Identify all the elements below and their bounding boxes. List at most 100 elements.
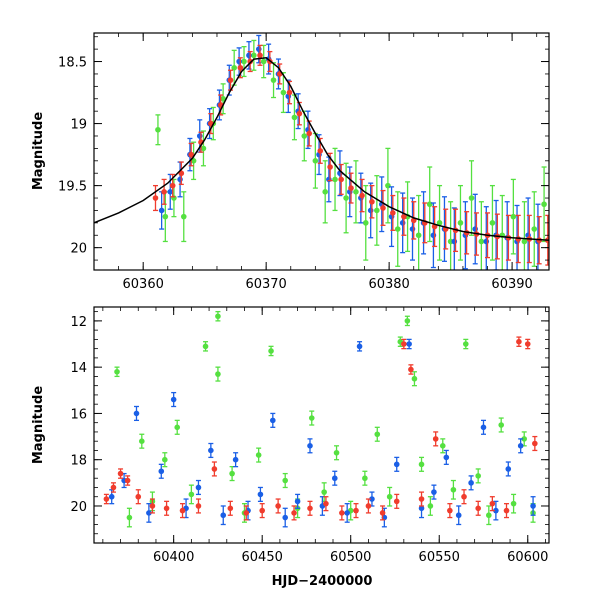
top-red-point: [296, 110, 303, 117]
bottom-red-point: [532, 440, 538, 447]
top-y-tick-label: 19: [70, 118, 87, 133]
bottom-green-point: [510, 500, 517, 507]
bottom-red-point: [124, 477, 131, 484]
x-axis-label: HJD−2400000: [272, 574, 373, 589]
top-red-point: [401, 213, 407, 220]
bottom-red-point: [179, 507, 186, 514]
top-green-point: [415, 232, 422, 239]
top-green-point: [521, 238, 528, 245]
bottom-blue-point: [170, 396, 177, 403]
bottom-red-point: [475, 505, 481, 512]
top-red-point: [369, 198, 375, 205]
bottom-red-point: [516, 338, 522, 345]
bottom-red-point: [379, 510, 386, 516]
top-blue-point: [158, 207, 165, 214]
top-green-point: [312, 158, 319, 164]
bottom-blue-point: [294, 498, 301, 505]
top-green-point: [394, 226, 401, 232]
bottom-blue-point: [208, 447, 214, 454]
top-blue-point: [451, 238, 458, 245]
bottom-green-point: [188, 491, 195, 498]
top-red-point: [237, 64, 244, 71]
bottom-blue-point: [530, 503, 536, 509]
top-blue-point: [483, 238, 490, 245]
top-green-point: [374, 207, 380, 214]
top-green-point: [541, 201, 547, 208]
bottom-panel-data-layer: [103, 310, 538, 528]
bottom-green-point: [126, 514, 133, 521]
bottom-red-point: [103, 496, 110, 502]
bottom-red-point: [259, 507, 265, 514]
bottom-red-point: [149, 503, 156, 509]
bottom-green-point: [215, 371, 221, 377]
bottom-blue-point: [393, 461, 400, 468]
top-blue-point: [246, 52, 252, 59]
bottom-blue-point: [232, 456, 239, 463]
bottom-green-point: [333, 449, 340, 456]
top-blue-point: [177, 176, 183, 183]
bottom-red-point: [447, 507, 453, 514]
top-green-point: [301, 133, 308, 139]
bottom-red-point: [401, 341, 407, 347]
bottom-green-point: [411, 375, 418, 382]
bottom-y-tick-label: 14: [70, 361, 87, 376]
bottom-red-point: [195, 503, 202, 509]
top-green-point: [362, 220, 369, 226]
bottom-red-point: [135, 493, 142, 500]
top-green-point: [220, 95, 226, 102]
top-green-point: [291, 114, 298, 121]
top-red-point: [338, 176, 344, 183]
top-green-point: [385, 182, 391, 189]
bottom-blue-point: [517, 443, 524, 449]
top-blue-point: [326, 176, 332, 183]
top-green-point: [426, 201, 433, 208]
top-red-point: [317, 148, 324, 154]
bottom-green-point: [362, 475, 368, 482]
top-panel-data-layer: [94, 34, 549, 270]
bottom-green-point: [114, 368, 120, 375]
bottom-green-point: [427, 503, 434, 509]
top-x-tick-label: 60360: [123, 277, 164, 292]
bottom-blue-point: [431, 489, 437, 495]
top-green-point: [531, 226, 538, 232]
bottom-red-point: [365, 503, 372, 509]
bottom-blue-point: [146, 510, 152, 516]
bottom-blue-point: [133, 410, 140, 417]
top-blue-point: [167, 189, 174, 195]
bottom-panel-ticks: 60400 60450 60500 60550 60600 12 14 16 18 20: [70, 307, 549, 565]
bottom-red-point: [227, 505, 234, 512]
bottom-red-point: [307, 505, 313, 512]
bottom-green-point: [139, 438, 145, 444]
top-x-tick-label: 60380: [368, 277, 409, 292]
bottom-green-point: [486, 512, 492, 519]
bottom-blue-point: [195, 484, 202, 491]
top-red-point: [161, 189, 167, 195]
top-red-point: [152, 195, 159, 201]
top-green-point: [200, 145, 207, 152]
bottom-blue-point: [270, 417, 276, 424]
bottom-panel-frame: [93, 306, 550, 544]
bottom-green-point: [462, 341, 469, 347]
top-blue-point: [409, 226, 416, 232]
top-x-tick-label: 60390: [491, 277, 532, 292]
top-y-axis-label: Magnitude: [31, 112, 46, 191]
top-green-point: [510, 213, 517, 220]
bottom-red-point: [503, 507, 510, 514]
bottom-blue-point: [480, 424, 487, 431]
bottom-y-tick-label: 16: [70, 407, 87, 422]
top-green-point: [180, 213, 187, 220]
bottom-blue-point: [344, 510, 350, 516]
top-green-point: [468, 195, 475, 201]
bottom-red-point: [339, 510, 345, 516]
bottom-red-point: [243, 510, 250, 516]
top-green-point: [270, 77, 277, 83]
bottom-green-point: [374, 431, 381, 438]
bottom-green-point: [174, 424, 181, 431]
bottom-blue-point: [220, 512, 227, 519]
bottom-blue-point: [158, 468, 165, 475]
bottom-y-tick-label: 20: [70, 500, 87, 515]
bottom-green-point: [404, 318, 411, 324]
top-y-tick-label: 18.5: [58, 56, 87, 71]
bottom-y-axis-label: Magnitude: [31, 386, 46, 465]
top-red-point: [390, 210, 396, 216]
